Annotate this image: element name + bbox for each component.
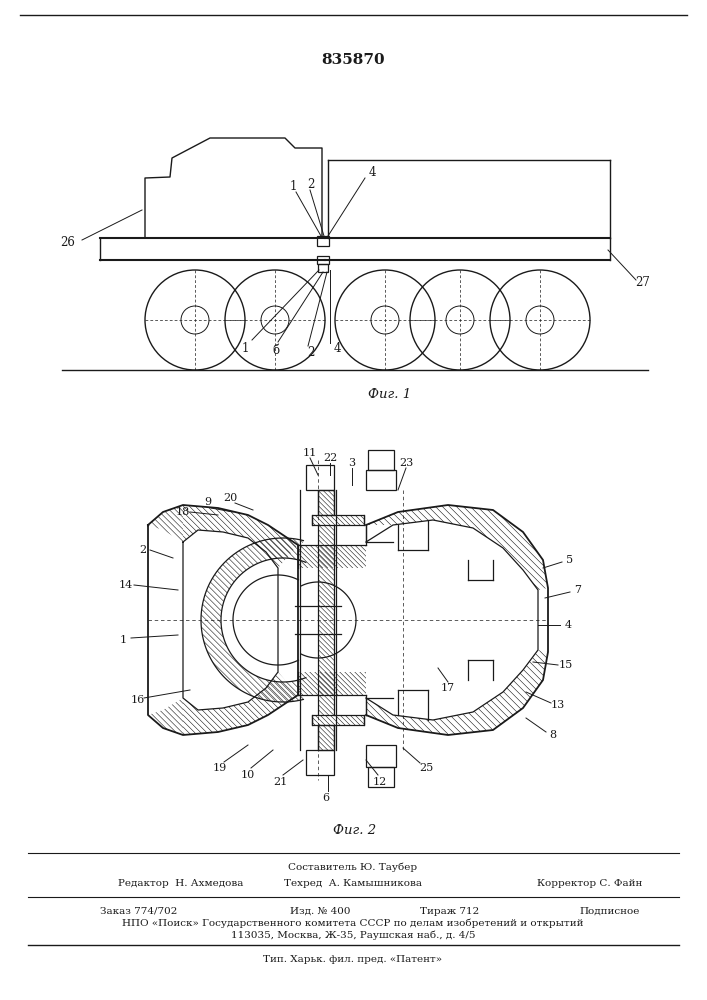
Text: 2: 2 xyxy=(139,545,146,555)
Text: 17: 17 xyxy=(441,683,455,693)
Text: 9: 9 xyxy=(204,497,211,507)
Text: 1: 1 xyxy=(289,180,297,192)
Text: 2: 2 xyxy=(308,178,315,190)
Text: Техред  А. Камышникова: Техред А. Камышникова xyxy=(284,879,422,888)
Text: Подписное: Подписное xyxy=(579,906,639,916)
Text: 113035, Москва, Ж-35, Раушская наб., д. 4/5: 113035, Москва, Ж-35, Раушская наб., д. … xyxy=(230,930,475,940)
Bar xyxy=(317,256,329,264)
Text: 13: 13 xyxy=(551,700,565,710)
Text: 7: 7 xyxy=(575,585,581,595)
Bar xyxy=(368,450,394,470)
Bar xyxy=(318,725,334,750)
Text: 3: 3 xyxy=(349,458,356,468)
Text: 26: 26 xyxy=(61,236,76,249)
Text: 1: 1 xyxy=(241,342,249,355)
Text: 4: 4 xyxy=(564,620,571,630)
Text: 12: 12 xyxy=(373,777,387,787)
Bar xyxy=(318,490,334,515)
Bar xyxy=(366,745,396,767)
Text: 835870: 835870 xyxy=(321,53,385,67)
Text: Корректор С. Файн: Корректор С. Файн xyxy=(537,879,643,888)
Text: 5: 5 xyxy=(566,555,573,565)
Text: 19: 19 xyxy=(213,763,227,773)
Bar xyxy=(306,750,334,775)
Text: Заказ 774/702: Заказ 774/702 xyxy=(100,906,177,916)
Text: 27: 27 xyxy=(636,276,650,290)
Text: Тираж 712: Тираж 712 xyxy=(420,906,479,916)
Text: 25: 25 xyxy=(419,763,433,773)
Text: 4: 4 xyxy=(333,342,341,356)
Bar xyxy=(312,715,364,725)
Text: 20: 20 xyxy=(223,493,237,503)
Text: 8: 8 xyxy=(549,730,556,740)
Text: 16: 16 xyxy=(131,695,145,705)
Text: 1: 1 xyxy=(119,635,127,645)
Text: 23: 23 xyxy=(399,458,413,468)
Text: 21: 21 xyxy=(273,777,287,787)
Bar xyxy=(312,515,364,525)
Bar xyxy=(368,767,394,787)
Text: Тип. Харьк. фил. пред. «Патент»: Тип. Харьк. фил. пред. «Патент» xyxy=(264,954,443,964)
Text: Фиг. 2: Фиг. 2 xyxy=(334,824,377,836)
Text: б: б xyxy=(272,344,279,357)
Text: НПО «Поиск» Государственного комитета СССР по делам изобретений и открытий: НПО «Поиск» Государственного комитета СС… xyxy=(122,918,584,928)
Text: 22: 22 xyxy=(323,453,337,463)
Text: 11: 11 xyxy=(303,448,317,458)
Text: 2: 2 xyxy=(308,346,315,359)
Text: 15: 15 xyxy=(559,660,573,670)
Text: Изд. № 400: Изд. № 400 xyxy=(290,906,351,916)
Text: 4: 4 xyxy=(368,166,375,180)
Bar xyxy=(366,470,396,490)
Text: 10: 10 xyxy=(241,770,255,780)
Text: 14: 14 xyxy=(119,580,133,590)
Text: Редактор  Н. Ахмедова: Редактор Н. Ахмедова xyxy=(118,879,243,888)
Text: Фиг. 1: Фиг. 1 xyxy=(368,388,411,401)
Text: 6: 6 xyxy=(322,793,329,803)
Bar xyxy=(306,465,334,490)
Text: Составитель Ю. Таубер: Составитель Ю. Таубер xyxy=(288,862,418,872)
Bar xyxy=(318,264,328,272)
Bar xyxy=(317,236,329,246)
Text: 18: 18 xyxy=(176,507,190,517)
